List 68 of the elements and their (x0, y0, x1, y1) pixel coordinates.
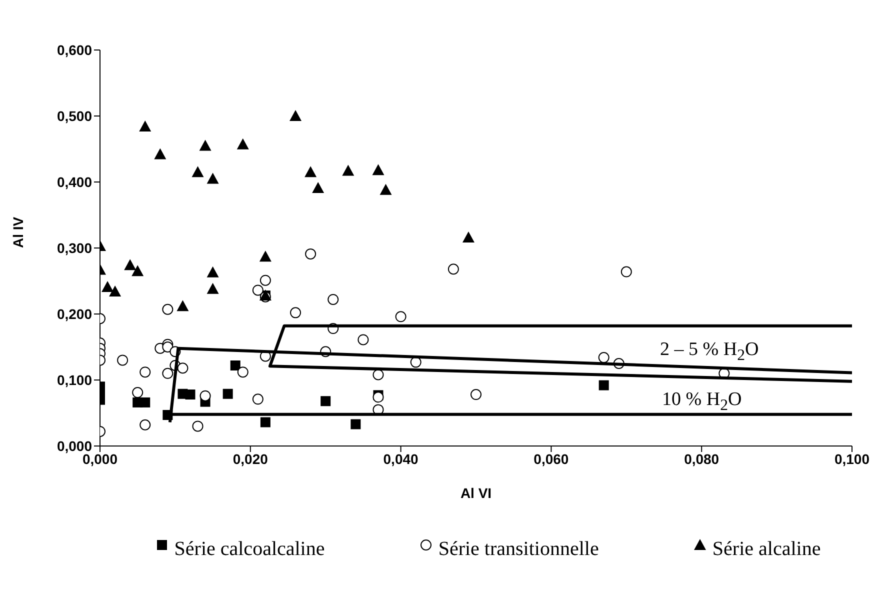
point (222, 388, 233, 399)
point (305, 248, 316, 260)
point (350, 419, 361, 430)
point (132, 265, 144, 276)
point (236, 138, 249, 150)
point (320, 396, 331, 406)
x-tick-label: 0,040 (383, 450, 419, 467)
y-tick-label: 0,300 (56, 240, 92, 256)
annotation: 2 – 5 % H$_{2}$O (660, 339, 759, 366)
point (358, 334, 369, 346)
point (176, 300, 189, 312)
x-axis-title: Al VI (460, 485, 492, 501)
y-tick-label: 0,600 (56, 42, 92, 58)
point (162, 342, 174, 352)
point (154, 148, 166, 160)
point (140, 366, 151, 378)
x-tick-label: 0,060 (534, 450, 569, 467)
point (162, 304, 174, 315)
annotation: 10 % H$_{2}$O (662, 389, 742, 416)
point (162, 368, 174, 379)
point (462, 231, 474, 242)
point (109, 286, 122, 297)
point (380, 184, 392, 195)
point (206, 172, 219, 184)
point (260, 417, 270, 428)
point (140, 419, 151, 430)
point (259, 250, 272, 262)
point (372, 392, 384, 403)
point (177, 362, 188, 374)
point (448, 264, 459, 275)
y-tick-label: 0,500 (56, 108, 92, 124)
point (620, 266, 632, 278)
legend-label: Série transitionnelle (438, 538, 599, 560)
point (192, 166, 204, 178)
point (200, 390, 211, 402)
point (395, 311, 406, 322)
point (252, 284, 264, 296)
point (252, 394, 264, 405)
point (124, 259, 136, 270)
point (185, 390, 196, 400)
y-tick-label: 0,100 (56, 372, 92, 388)
point (206, 266, 219, 278)
legend-label: Série calcoalcaline (174, 538, 325, 560)
point (372, 164, 384, 176)
point (199, 140, 212, 151)
point (140, 397, 150, 408)
point (598, 380, 609, 390)
point (230, 360, 240, 370)
y-tick-label: 0,200 (56, 306, 92, 322)
legend-label: Série alcaline (712, 538, 821, 560)
point (139, 120, 152, 132)
x-tick-label: 0,080 (684, 450, 720, 467)
point (304, 166, 317, 178)
point (102, 280, 114, 292)
point (470, 389, 482, 400)
point (290, 110, 302, 121)
point (192, 420, 204, 432)
point (290, 307, 302, 318)
x-tick-label: 0,020 (232, 450, 268, 467)
y-tick-label: 0,400 (56, 174, 92, 190)
point (312, 182, 324, 193)
point (117, 354, 128, 366)
point (328, 294, 339, 305)
x-tick-label: 0,100 (834, 450, 870, 467)
point (206, 282, 219, 294)
point (342, 164, 354, 176)
point (260, 274, 271, 286)
y-axis-title: Al IV (10, 216, 26, 248)
